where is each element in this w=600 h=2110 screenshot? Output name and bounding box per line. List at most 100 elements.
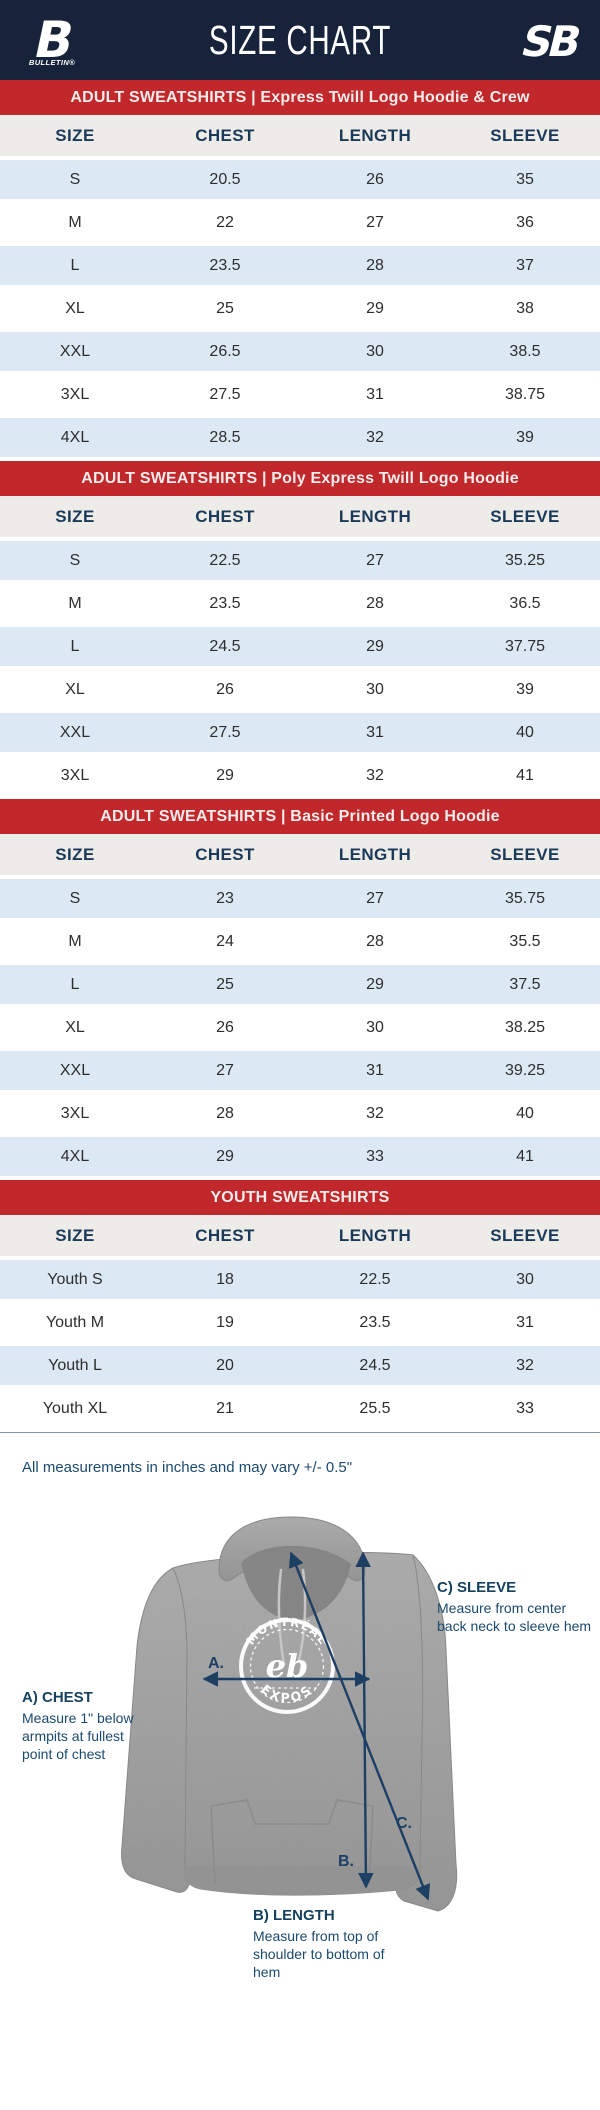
measurement-cell: 24.5	[359, 1356, 391, 1374]
page-title: SIZE CHART	[208, 16, 392, 63]
table-row: 3XL 29 32 41	[0, 754, 600, 797]
size-cell: M	[68, 213, 82, 231]
column-header-row: SIZE CHEST LENGTH SLEEVE	[0, 1215, 600, 1258]
measurement-cell: 27.5	[209, 385, 241, 403]
measurement-cell: 18	[216, 1270, 234, 1288]
size-cell: M	[68, 932, 82, 950]
column-header: CHEST	[195, 844, 255, 864]
arrow-letter-a: A.	[208, 1655, 224, 1672]
column-header: CHEST	[195, 506, 255, 526]
column-header: SIZE	[55, 844, 95, 864]
measurement-cell: 38.5	[509, 342, 541, 360]
size-cell: Youth S	[47, 1270, 103, 1288]
table-row: Youth S 18 22.5 30	[0, 1258, 600, 1301]
table-row: XXL 26.5 30 38.5	[0, 330, 600, 373]
table-row: L 24.5 29 37.75	[0, 625, 600, 668]
section-banner: ADULT SWEATSHIRTS | Basic Printed Logo H…	[0, 799, 600, 834]
measurement-cell: 28	[366, 932, 384, 950]
measurement-cell: 23.5	[209, 594, 241, 612]
measurement-cell: 24.5	[209, 637, 241, 655]
size-cell: M	[68, 594, 82, 612]
column-header: SIZE	[55, 125, 95, 145]
measurement-diagram: MONTRÉAL EXPOS eb A. B. C. C) SLEEVE	[0, 1496, 600, 1996]
table-row: XL 26 30 39	[0, 668, 600, 711]
chest-label-desc: Measure 1" below armpits at fullest poin…	[22, 1709, 134, 1762]
measurement-cell: 37.75	[504, 637, 546, 655]
measurement-cell: 33	[366, 1147, 384, 1165]
measurement-cell: 40	[516, 723, 534, 741]
measurement-cell: 21	[216, 1399, 234, 1417]
column-header: LENGTH	[338, 844, 412, 864]
measurement-cell: 27	[216, 1061, 234, 1079]
table-row: M 23.5 28 36.5	[0, 582, 600, 625]
hoodie-body-group	[121, 1516, 458, 1912]
measurement-cell: 32	[366, 428, 384, 446]
sleeve-label: C) SLEEVE Measure from center back neck …	[437, 1578, 595, 1635]
table-row: Youth M 19 23.5 31	[0, 1301, 600, 1344]
bulletin-wordmark: BULLETIN®	[28, 58, 76, 67]
measurement-cell: 26	[216, 680, 234, 698]
measurement-cell: 37	[516, 256, 534, 274]
measurement-cell: 24	[216, 932, 234, 950]
column-header: SLEEVE	[490, 125, 560, 145]
measurement-cell: 32	[366, 1104, 384, 1122]
section-banner: YOUTH SWEATSHIRTS	[0, 1180, 600, 1215]
sleeve-label-title: C) SLEEVE	[437, 1579, 517, 1596]
measurement-cell: 27	[366, 551, 384, 569]
hem-band	[185, 1866, 420, 1896]
measurement-cell: 30	[366, 342, 384, 360]
length-label: B) LENGTH Measure from top of shoulder t…	[253, 1906, 393, 1981]
measurement-cell: 28	[216, 1104, 234, 1122]
column-header-row: SIZE CHEST LENGTH SLEEVE	[0, 834, 600, 877]
table-row: L 25 29 37.5	[0, 963, 600, 1006]
table-row: M 24 28 35.5	[0, 920, 600, 963]
column-header: SLEEVE	[490, 506, 560, 526]
column-header: SIZE	[55, 1225, 95, 1245]
column-header: LENGTH	[338, 1225, 412, 1245]
size-cell: Youth M	[45, 1313, 105, 1331]
measurement-cell: 29	[366, 299, 384, 317]
measurement-cell: 32	[366, 766, 384, 784]
size-table-express-twill: SIZE CHEST LENGTH SLEEVE S 20.5 26 35 M 22 27 36 L 2…	[0, 115, 600, 461]
drawstring-left	[277, 1568, 286, 1666]
measurement-note: All measurements in inches and may vary …	[22, 1459, 353, 1476]
measurement-cell: 27.5	[209, 723, 241, 741]
table-row: 3XL 27.5 31 38.75	[0, 373, 600, 416]
hoodie-illustration: MONTRÉAL EXPOS eb A. B. C.	[121, 1516, 458, 1912]
measurement-cell: 20.5	[209, 170, 241, 188]
measurement-cell: 27	[366, 213, 384, 231]
measurement-cell: 19	[216, 1313, 234, 1331]
measurement-cell: 20	[216, 1356, 234, 1374]
measurement-cell: 35	[516, 170, 534, 188]
size-cell: XXL	[59, 342, 91, 360]
size-cell: XL	[65, 1018, 85, 1036]
table-row: S 22.5 27 35.25	[0, 539, 600, 582]
sb-logo: SB	[508, 12, 588, 68]
measurement-cell: 36.5	[509, 594, 541, 612]
measurement-cell: 36	[516, 213, 534, 231]
size-cell: 3XL	[60, 385, 90, 403]
table-row: 3XL 28 32 40	[0, 1092, 600, 1135]
column-header: SLEEVE	[490, 1225, 560, 1245]
size-cell: Youth XL	[42, 1399, 108, 1417]
measurement-cell: 39.25	[504, 1061, 546, 1079]
divider	[0, 1432, 600, 1433]
section-banner: ADULT SWEATSHIRTS | Poly Express Twill L…	[0, 461, 600, 496]
column-header: LENGTH	[338, 506, 412, 526]
size-cell: XL	[65, 680, 85, 698]
measurement-cell: 22	[216, 213, 234, 231]
size-cell: XL	[65, 299, 85, 317]
measurement-cell: 35.25	[504, 551, 546, 569]
measurement-cell: 28	[366, 594, 384, 612]
column-header: CHEST	[195, 125, 255, 145]
measurement-cell: 31	[366, 385, 384, 403]
size-cell: 3XL	[60, 766, 90, 784]
measurement-cell: 38	[516, 299, 534, 317]
measurement-cell: 33	[516, 1399, 534, 1417]
measurement-cell: 31	[366, 723, 384, 741]
measurement-cell: 35.5	[509, 932, 541, 950]
size-cell: S	[69, 889, 81, 907]
size-cell: 4XL	[60, 428, 90, 446]
measurement-cell: 31	[516, 1313, 534, 1331]
measurement-cell: 32	[516, 1356, 534, 1374]
